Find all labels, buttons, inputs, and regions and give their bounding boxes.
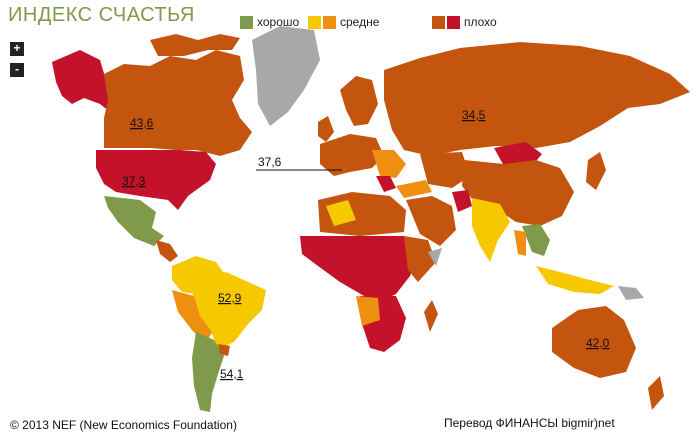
label-europe: 37,6 [258,155,282,169]
region-central-america[interactable] [156,240,178,262]
region-somalia[interactable] [428,248,442,266]
region-turkey[interactable] [396,180,432,198]
region-alaska[interactable] [52,50,110,112]
map-labels: 43,6 37,3 37,6 34,5 52,9 54,1 42,0 [122,108,610,381]
region-uruguay[interactable] [218,344,230,356]
label-australia: 42,0 [586,336,610,350]
region-madagascar[interactable] [424,300,438,332]
legend-swatch-good [240,16,253,29]
legend-swatch-medium-yellow [308,16,321,29]
legend-swatch-bad-brown [432,16,445,29]
region-central-africa[interactable] [300,236,418,300]
region-mexico[interactable] [104,196,164,246]
label-brazil: 52,9 [218,291,242,305]
region-afghanistan[interactable] [452,190,472,212]
region-argentina[interactable] [192,332,224,412]
region-japan[interactable] [586,152,606,190]
region-peru[interactable] [172,290,212,344]
legend-label-bad: плохо [464,15,497,29]
legend-label-good: хорошо [257,15,300,29]
region-australia[interactable] [552,306,636,378]
region-western-europe[interactable] [320,134,384,176]
region-usa[interactable] [96,150,216,210]
label-russia: 34,5 [462,108,486,122]
legend-label-medium: средне [340,15,380,29]
region-india[interactable] [472,198,510,262]
region-new-zealand[interactable] [648,376,664,410]
legend-swatch-medium-orange [323,16,336,29]
label-usa: 37,3 [122,174,146,188]
region-central-asia[interactable] [420,152,470,188]
region-indonesia[interactable] [536,266,614,294]
region-middle-east[interactable] [406,196,456,246]
copyright-text: © 2013 NEF (New Economics Foundation) [10,418,237,432]
region-balkans[interactable] [376,176,396,192]
region-thailand[interactable] [514,230,526,256]
region-uk[interactable] [318,116,334,142]
label-argentina: 54,1 [220,367,244,381]
region-scandinavia[interactable] [340,76,378,126]
region-se-asia[interactable] [522,224,550,256]
region-canada-arctic[interactable] [150,34,240,56]
region-mongolia[interactable] [494,142,542,166]
region-east-africa[interactable] [404,236,436,282]
translation-credit: Перевод ФИНАНСЫ bigmir)net [444,416,615,430]
region-china[interactable] [462,160,574,226]
label-canada: 43,6 [130,116,154,130]
region-algeria[interactable] [326,200,356,226]
region-papua[interactable] [618,286,644,300]
zoom-in-button[interactable]: + [10,42,24,56]
map-title: ИНДЕКС СЧАСТЬЯ [8,4,195,26]
region-greenland[interactable] [252,26,320,126]
region-angola[interactable] [356,296,380,326]
region-russia[interactable] [384,42,690,156]
region-canada[interactable] [104,50,252,156]
legend-swatch-bad-red [447,16,460,29]
region-central-europe[interactable] [372,150,406,178]
zoom-out-button[interactable]: - [10,63,24,77]
